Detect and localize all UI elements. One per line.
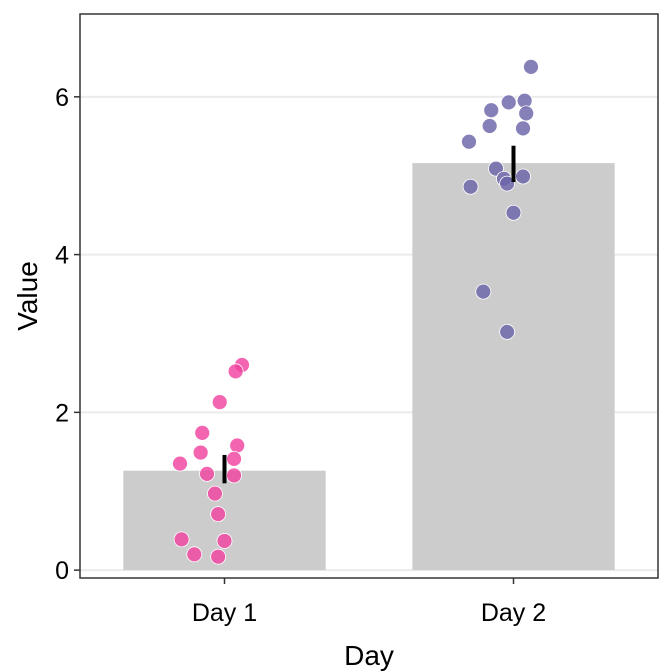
- data-point: [210, 506, 227, 523]
- data-point: [500, 94, 517, 111]
- data-point: [227, 363, 244, 380]
- y-tick-label: 6: [55, 84, 69, 112]
- y-axis: 0 2 4 6: [55, 84, 80, 585]
- y-tick-label: 0: [55, 557, 69, 585]
- data-point: [226, 450, 242, 467]
- data-point: [194, 424, 211, 441]
- data-point: [505, 204, 522, 221]
- plot-panel-border: [79, 13, 659, 579]
- data-point: [499, 175, 516, 192]
- data-point: [523, 58, 539, 75]
- data-point: [461, 133, 477, 150]
- error-bars: [222, 145, 516, 484]
- data-point: [229, 437, 246, 454]
- data-point: [207, 485, 223, 502]
- data-point: [173, 531, 190, 548]
- data-point: [462, 178, 479, 195]
- data-point: [226, 467, 242, 484]
- data-point: [192, 444, 209, 461]
- data-point: [186, 546, 203, 563]
- x-tick-label: Day 1: [192, 599, 257, 627]
- bar: [412, 163, 615, 571]
- y-tick-label: 2: [55, 399, 69, 427]
- x-axis-title: Day: [344, 640, 394, 671]
- data-point: [172, 455, 188, 472]
- data-point: [210, 548, 227, 565]
- data-point: [515, 168, 531, 185]
- x-tick-label: Day 2: [481, 599, 546, 627]
- bars: [123, 163, 615, 571]
- data-point: [481, 118, 498, 134]
- data-point: [483, 102, 500, 119]
- y-axis-title: Value: [12, 261, 43, 331]
- data-points: [172, 58, 539, 565]
- data-point: [475, 283, 492, 300]
- data-point: [199, 465, 215, 482]
- data-point: [499, 323, 516, 340]
- data-point: [216, 533, 233, 549]
- data-point: [515, 120, 531, 137]
- data-point: [211, 394, 228, 410]
- data-point: [518, 105, 535, 122]
- x-axis: Day 1 Day 2: [192, 578, 546, 627]
- y-tick-label: 4: [55, 242, 69, 270]
